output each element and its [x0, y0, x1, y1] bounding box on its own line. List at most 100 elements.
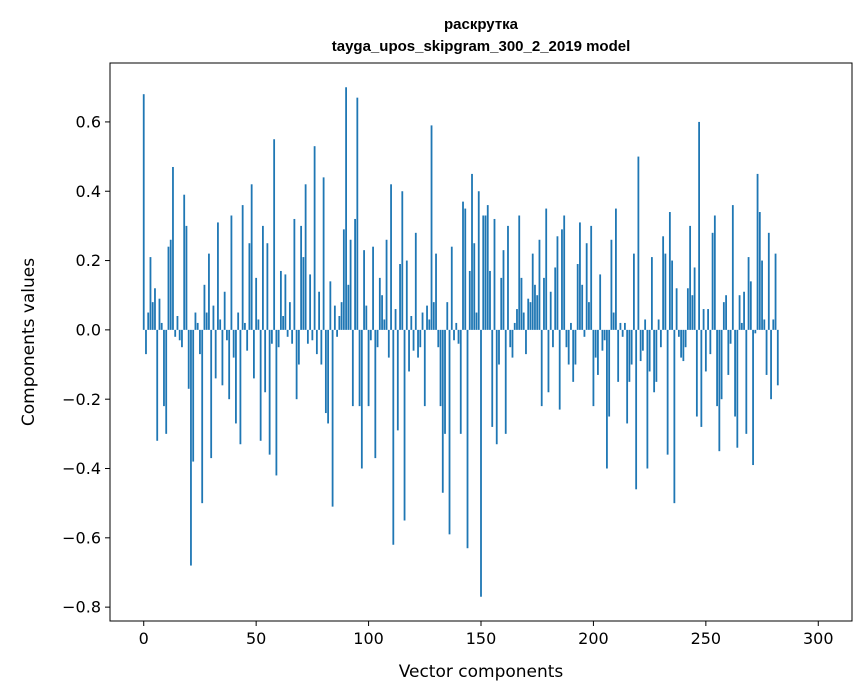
bar-73 — [306, 329, 309, 344]
bar-224 — [646, 329, 649, 469]
bar-98 — [363, 250, 365, 330]
bar-193 — [576, 264, 579, 330]
y-tick-label-7: 0.6 — [76, 113, 101, 132]
bar-2 — [147, 312, 150, 330]
bar-32 — [214, 329, 217, 379]
bar-146 — [471, 173, 473, 330]
bar-128 — [430, 125, 433, 330]
bar-102 — [372, 246, 374, 330]
bar-251 — [707, 309, 709, 330]
bar-44 — [241, 205, 244, 330]
bar-60 — [277, 329, 280, 348]
bar-89 — [342, 229, 345, 330]
bar-228 — [655, 329, 658, 382]
bar-188 — [565, 329, 568, 348]
bar-176 — [538, 239, 541, 330]
bar-139 — [455, 322, 458, 330]
bar-161 — [504, 329, 507, 434]
x-tick-label-300: 300 — [803, 629, 834, 648]
bar-84 — [331, 329, 334, 507]
bar-167 — [518, 215, 521, 330]
bar-273 — [756, 173, 759, 330]
bar-51 — [257, 319, 260, 330]
bar-170 — [525, 329, 527, 355]
bar-99 — [365, 305, 368, 330]
bar-282 — [776, 329, 779, 386]
bar-145 — [468, 270, 471, 330]
bar-148 — [475, 312, 478, 330]
bar-203 — [599, 274, 602, 330]
bars-group — [142, 87, 779, 597]
bar-182 — [552, 329, 554, 348]
bar-133 — [441, 329, 444, 493]
bar-248 — [700, 329, 703, 427]
bar-276 — [763, 319, 766, 330]
bar-197 — [585, 243, 588, 330]
bar-162 — [507, 225, 509, 330]
bar-55 — [266, 243, 269, 330]
bar-249 — [702, 309, 705, 330]
bar-168 — [520, 277, 523, 330]
bar-67 — [293, 218, 296, 330]
bar-39 — [230, 215, 233, 330]
bar-194 — [579, 222, 581, 330]
bar-43 — [239, 329, 242, 445]
bar-157 — [495, 329, 498, 445]
bar-93 — [351, 329, 354, 407]
bar-195 — [581, 284, 584, 330]
bar-260 — [727, 329, 730, 375]
bar-217 — [630, 329, 633, 365]
bar-48 — [250, 184, 253, 330]
bar-158 — [498, 329, 500, 365]
bar-41 — [235, 329, 237, 424]
bar-74 — [309, 274, 312, 330]
bar-238 — [677, 329, 680, 337]
bar-225 — [648, 329, 651, 372]
bar-175 — [536, 295, 539, 330]
y-tick-label-6: 0.4 — [76, 182, 101, 201]
bar-110 — [390, 184, 392, 330]
bar-40 — [232, 329, 235, 358]
bar-122 — [417, 329, 419, 358]
bar-246 — [695, 329, 698, 417]
bar-36 — [223, 291, 226, 330]
bar-257 — [720, 329, 723, 400]
y-axis-ticks: −0.8 −0.6 −0.4 −0.2 0.0 0.2 0.4 0.6 — [62, 113, 110, 617]
bar-233 — [666, 329, 669, 455]
bar-206 — [606, 329, 608, 469]
bar-77 — [315, 329, 318, 355]
bar-30 — [210, 329, 213, 459]
bar-207 — [608, 329, 611, 417]
bar-86 — [336, 329, 338, 337]
bar-198 — [588, 302, 590, 330]
bar-164 — [511, 329, 514, 358]
bar-58 — [273, 139, 276, 330]
bar-49 — [253, 329, 255, 379]
bar-180 — [547, 329, 550, 393]
bar-208 — [610, 239, 613, 330]
bar-135 — [446, 302, 449, 330]
bar-132 — [439, 329, 442, 407]
bar-52 — [259, 329, 262, 441]
bar-265 — [738, 295, 741, 330]
bar-231 — [662, 236, 665, 330]
bar-0 — [142, 94, 145, 330]
bar-227 — [653, 329, 656, 393]
bar-88 — [340, 302, 343, 330]
bar-90 — [345, 87, 347, 330]
bar-20 — [187, 329, 190, 389]
bar-76 — [313, 146, 316, 330]
bar-119 — [410, 316, 413, 330]
bar-131 — [437, 329, 440, 348]
bar-108 — [385, 239, 388, 330]
bar-103 — [374, 329, 377, 459]
bar-190 — [570, 322, 572, 330]
bar-92 — [349, 239, 352, 330]
bar-256 — [718, 329, 721, 452]
bar-236 — [673, 329, 676, 504]
bar-262 — [731, 205, 734, 330]
bar-64 — [286, 329, 289, 337]
bar-70 — [300, 225, 303, 330]
bar-254 — [713, 215, 716, 330]
bar-124 — [421, 312, 424, 330]
